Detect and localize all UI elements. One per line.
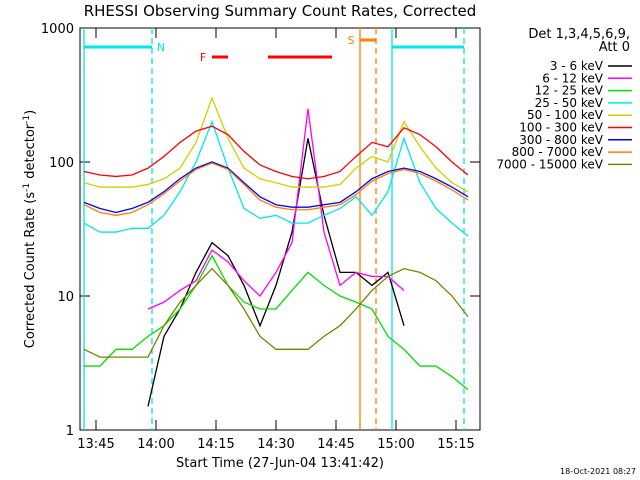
- legend-label: 3 - 6 keV: [550, 59, 604, 73]
- series-line: [84, 254, 469, 391]
- x-tick-label: 15:00: [377, 437, 414, 452]
- legend-label: 50 - 100 keV: [527, 108, 604, 122]
- y-tick-label: 1000: [41, 22, 74, 37]
- y-tick-label: 100: [49, 156, 74, 171]
- series-line: [83, 162, 469, 216]
- legend-header: Det 1,3,4,5,6,9,: [528, 27, 630, 42]
- x-axis-label: Start Time (27-Jun-04 13:41:42): [176, 456, 384, 471]
- series-line: [83, 125, 469, 180]
- series-line: [83, 119, 469, 237]
- flag-label: N: [157, 41, 165, 54]
- chart-title: RHESSI Observing Summary Count Rates, Co…: [84, 2, 477, 20]
- legend-label: 7000 - 15000 keV: [496, 157, 603, 171]
- flag-label: S: [348, 34, 355, 47]
- legend-label: 800 - 7000 keV: [512, 145, 604, 159]
- x-tick-label: 14:00: [137, 437, 174, 452]
- series-line: [83, 267, 469, 358]
- legend-header: Att 0: [599, 40, 630, 55]
- flag-label: F: [200, 51, 206, 64]
- y-label-part: detector: [23, 123, 38, 183]
- series-line: [83, 161, 469, 214]
- legend-label: 100 - 300 keV: [519, 121, 603, 135]
- x-tick-label: 15:15: [437, 437, 474, 452]
- legend-label: 12 - 25 keV: [535, 84, 604, 98]
- y-label-sup: -1: [22, 183, 32, 192]
- y-axis-label: Corrected Count Rate (s-1 detector-1): [22, 110, 38, 348]
- plot-frame: [79, 27, 481, 431]
- y-label-part: ): [23, 110, 38, 115]
- y-tick-label: 1: [66, 424, 74, 439]
- legend-label: 25 - 50 keV: [535, 96, 604, 110]
- legend-label: 300 - 800 keV: [519, 133, 603, 147]
- y-label-part: Corrected Count Rate (s: [23, 192, 38, 349]
- x-tick-label: 14:15: [197, 437, 234, 452]
- series-line: [147, 108, 405, 310]
- y-tick-label: 10: [57, 290, 74, 305]
- legend-label: 6 - 12 keV: [542, 71, 604, 85]
- x-tick-label: 14:30: [257, 437, 294, 452]
- x-tick-label: 13:45: [77, 437, 114, 452]
- x-tick-label: 14:45: [317, 437, 354, 452]
- y-label-sup: -1: [22, 115, 32, 124]
- series-line: [83, 96, 469, 193]
- footer: 18-Oct-2021 08:27: [560, 467, 636, 476]
